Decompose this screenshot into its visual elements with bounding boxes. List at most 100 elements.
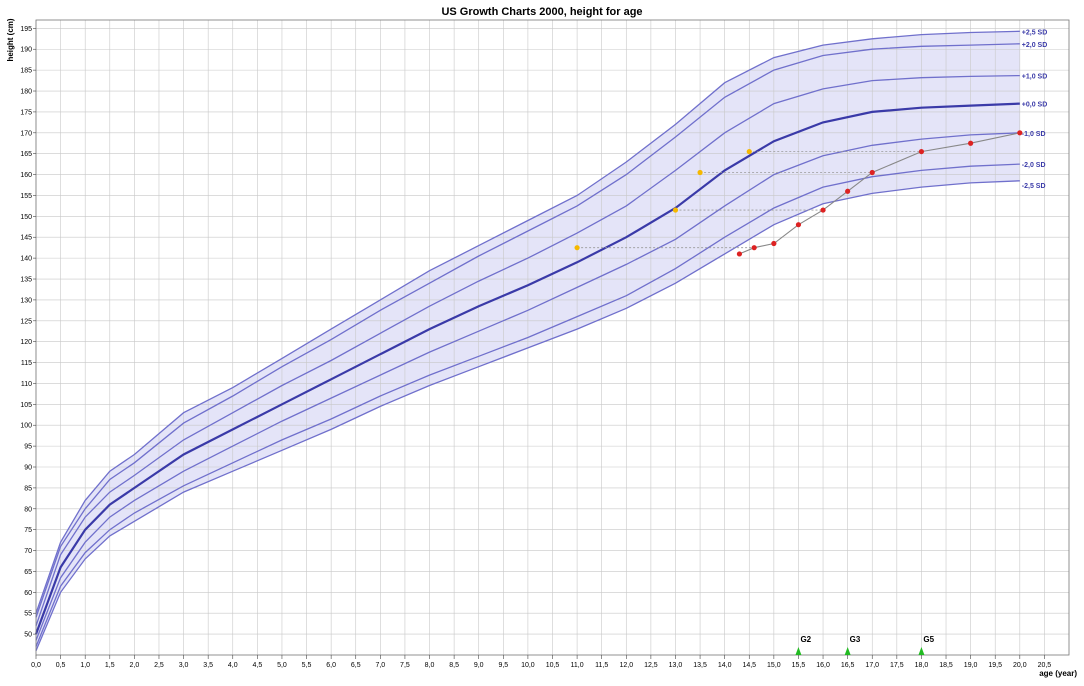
x-tick-label-34: 17,0 xyxy=(865,662,879,669)
patient-line xyxy=(739,132,1020,255)
percentile-curves xyxy=(34,30,1020,652)
y-tick-label-8: 90 xyxy=(24,465,32,472)
y-tick-label-20: 150 xyxy=(20,214,32,221)
x-tick-label-30: 15,0 xyxy=(767,662,781,669)
stage-label-1: G3 xyxy=(850,635,861,644)
bone-age-point-2 xyxy=(697,169,703,176)
x-tick-label-29: 14,5 xyxy=(742,662,756,669)
x-tick-label-10: 5,0 xyxy=(277,662,287,669)
y-tick-label-11: 105 xyxy=(20,402,32,409)
x-tick-label-36: 18,0 xyxy=(915,662,929,669)
x-tick-label-12: 6,0 xyxy=(326,662,336,669)
patient-point-2 xyxy=(771,240,777,247)
bone-age-point-3 xyxy=(746,148,752,155)
y-tick-label-19: 145 xyxy=(20,235,32,242)
y-tick-label-16: 130 xyxy=(20,297,32,304)
x-tick-label-3: 1,5 xyxy=(105,662,115,669)
y-axis-label: height (cm) xyxy=(6,18,15,61)
x-tick-label-22: 11,0 xyxy=(571,662,584,669)
x-tick-label-28: 14,0 xyxy=(718,662,732,669)
x-tick-label-26: 13,0 xyxy=(669,662,683,669)
curve-0 xyxy=(35,30,1020,614)
sd-label-6: -2,5 SD xyxy=(1022,183,1046,190)
x-tick-label-40: 20,0 xyxy=(1013,662,1027,669)
x-tick-label-23: 11,5 xyxy=(595,662,608,669)
bone-age-series xyxy=(574,148,752,251)
patient-series xyxy=(736,130,1023,257)
y-tick-label-27: 185 xyxy=(20,68,32,75)
sd-label-2: +1,0 SD xyxy=(1022,74,1048,81)
x-tick-label-39: 19,5 xyxy=(988,662,1002,669)
x-tick-label-14: 7,0 xyxy=(375,662,385,669)
y-tick-label-22: 160 xyxy=(20,172,32,179)
x-tick-label-4: 2,0 xyxy=(130,662,140,669)
x-tick-label-2: 1,0 xyxy=(80,662,90,669)
x-tick-label-20: 10,0 xyxy=(521,662,535,669)
curve-2 xyxy=(35,74,1020,627)
y-tick-label-3: 65 xyxy=(24,569,32,576)
x-tick-label-7: 3,5 xyxy=(203,662,213,669)
patient-point-8 xyxy=(968,140,974,146)
patient-point-5 xyxy=(845,188,851,194)
patient-point-4 xyxy=(820,207,826,213)
y-tick-label-0: 50 xyxy=(24,632,32,639)
sd-label-0: +2,5 SD xyxy=(1022,29,1048,36)
x-axis-label: age (year) xyxy=(1039,669,1077,678)
chart-title: US Growth Charts 2000, height for age xyxy=(441,6,642,18)
bone-age-links xyxy=(577,151,922,249)
x-tick-label-8: 4,0 xyxy=(228,662,238,669)
curve-3 xyxy=(34,102,1020,635)
y-tick-label-4: 70 xyxy=(24,548,32,555)
sd-label-3: +0,0 SD xyxy=(1022,102,1048,109)
y-tick-label-23: 165 xyxy=(20,151,32,158)
patient-point-3 xyxy=(795,222,802,228)
x-tick-label-27: 13,5 xyxy=(693,662,707,669)
x-tick-label-25: 12,5 xyxy=(644,662,658,669)
stage-marker-1 xyxy=(844,647,851,655)
y-tick-label-10: 100 xyxy=(20,423,32,430)
x-tick-label-0: 0,0 xyxy=(31,662,41,669)
y-tick-label-28: 190 xyxy=(20,47,32,54)
y-tick-label-9: 95 xyxy=(24,444,32,451)
y-tick-label-13: 115 xyxy=(21,360,32,367)
sd-label-5: -2,0 SD xyxy=(1022,162,1046,169)
x-tick-label-41: 20,5 xyxy=(1038,662,1052,669)
curve-6 xyxy=(35,180,1020,652)
x-tick-label-35: 17,5 xyxy=(890,662,904,669)
y-tick-label-24: 170 xyxy=(20,130,32,137)
x-tick-label-18: 9,0 xyxy=(474,662,484,669)
stage-label-0: G2 xyxy=(800,635,811,644)
bone-age-point-1 xyxy=(672,207,679,213)
y-tick-label-15: 125 xyxy=(20,318,32,325)
y-tick-label-21: 155 xyxy=(20,193,32,200)
y-tick-label-5: 75 xyxy=(24,527,32,534)
axes-layer: 0,0 0,5 1,0 1,5 2,0 2,5 3,0 3,5 4,0 4,5 5,0 5,5 6,0 6… xyxy=(20,19,1070,669)
x-tick-label-15: 7,5 xyxy=(400,662,410,669)
y-tick-label-25: 175 xyxy=(20,109,32,116)
stage-marker-2 xyxy=(918,647,925,655)
stage-label-2: G5 xyxy=(923,635,934,644)
x-tick-label-5: 2,5 xyxy=(154,662,164,669)
curve-1 xyxy=(35,43,1020,618)
grid-layer xyxy=(35,20,1069,655)
pubertal-stage-markers: G2 G3 G5 xyxy=(795,635,935,655)
y-tick-label-6: 80 xyxy=(24,506,32,513)
curve-4 xyxy=(35,132,1020,641)
curve-5 xyxy=(35,163,1020,647)
y-tick-label-7: 85 xyxy=(24,485,32,492)
x-tick-label-9: 4,5 xyxy=(252,662,262,669)
x-tick-label-17: 8,5 xyxy=(449,662,459,669)
sd-label-1: +2,0 SD xyxy=(1022,42,1048,49)
x-tick-label-11: 5,5 xyxy=(302,662,312,669)
sd-label-4: -1,0 SD xyxy=(1022,131,1046,138)
sd-labels: +2,5 SD +2,0 SD +1,0 SD +0,0 SD -1,0 SD -2,0 … xyxy=(1022,29,1048,190)
y-tick-label-26: 180 xyxy=(20,89,32,96)
x-tick-label-21: 10,5 xyxy=(546,662,560,669)
x-tick-label-38: 19,0 xyxy=(964,662,978,669)
x-tick-label-1: 0,5 xyxy=(56,662,66,669)
y-tick-label-2: 60 xyxy=(24,590,32,597)
patient-point-9 xyxy=(1017,130,1023,136)
patient-point-1 xyxy=(751,245,757,251)
